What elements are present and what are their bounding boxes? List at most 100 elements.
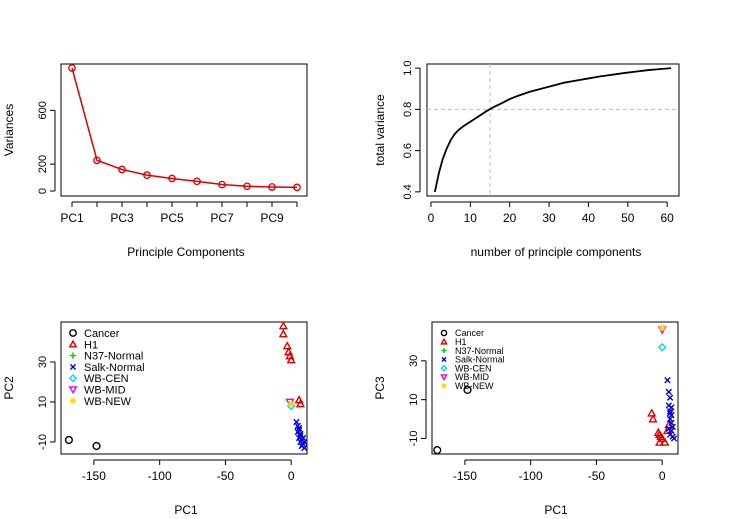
scree-point (193, 177, 201, 186)
point-h1 (286, 355, 296, 364)
point-salk-normal (666, 408, 674, 415)
legend-label: Cancer (455, 328, 484, 338)
y-tick-label: 0 (37, 188, 49, 194)
legend-marker (68, 374, 78, 383)
point-h1 (660, 437, 670, 446)
y-tick-label: -10 (37, 434, 49, 450)
y-tick-label: 0.4 (402, 184, 414, 199)
x-tick-label: 0 (288, 469, 295, 483)
point-salk-normal (666, 415, 674, 423)
point-h1 (648, 414, 658, 423)
y-axis-label: total variance (373, 94, 387, 166)
x-tick-label: 60 (661, 211, 675, 225)
legend: CancerH1N37-NormalSalk-NormalWB-CENWB-MI… (68, 328, 145, 408)
x-tick-label: 0 (428, 211, 435, 225)
legend-marker (441, 356, 447, 362)
point-cancer (433, 446, 442, 455)
x-axis-ticks: -150 -100 -50 0 (82, 459, 295, 483)
pc1-pc2-scatter-panel: CancerH1N37-NormalSalk-NormalWB-CENWB-MI… (2, 321, 308, 517)
scree-point (168, 174, 176, 183)
y-tick-label: 1.0 (402, 60, 414, 75)
legend-marker (69, 329, 77, 337)
y-tick-label: 10 (408, 394, 420, 406)
x-axis-label: PC1 (174, 503, 198, 517)
legend-label: N37-Normal (455, 346, 504, 356)
x-tick-label: 40 (582, 211, 596, 225)
legend-marker (441, 348, 447, 354)
y-tick-label: 30 (37, 356, 49, 368)
legend-marker (440, 337, 448, 345)
point-cancer (463, 385, 472, 395)
x-tick-label: PC5 (160, 211, 184, 225)
legend-marker (440, 364, 448, 372)
y-axis-label: PC3 (373, 376, 387, 400)
legend-label: WB-MID (455, 372, 489, 382)
point-h1 (295, 399, 306, 408)
x-axis-ticks: PC1 PC3 PC5 PC7 PC9 (60, 201, 298, 225)
x-tick-label: 50 (621, 211, 635, 225)
point-salk-normal (666, 410, 674, 417)
point-wb-cen (657, 342, 667, 352)
legend: CancerH1N37-NormalSalk-NormalWB-CENWB-MI… (440, 328, 505, 391)
cumulative-variance-line (433, 67, 672, 193)
scree-point (118, 165, 126, 174)
legend-label: Salk-Normal (455, 355, 505, 365)
legend-marker (440, 329, 448, 337)
point-salk-normal (669, 423, 676, 431)
point-salk-normal (670, 435, 678, 442)
plot-frame (426, 63, 680, 197)
x-tick-label: 20 (503, 211, 517, 225)
legend-label: WB-NEW (455, 381, 494, 391)
legend-label: WB-CEN (455, 363, 492, 373)
point-h1 (654, 437, 665, 446)
scree-point (68, 64, 76, 72)
x-axis-ticks: 0 10 20 30 40 50 60 (428, 201, 675, 225)
point-h1 (657, 433, 667, 442)
x-tick-label: 30 (542, 211, 556, 225)
y-axis-label: PC2 (2, 376, 16, 400)
x-axis-ticks: -150 -100 -50 0 (453, 459, 666, 483)
scree-line (71, 67, 298, 189)
scree-point (243, 182, 251, 191)
legend-label: Salk-Normal (84, 362, 145, 374)
x-tick-label: -50 (588, 469, 606, 483)
y-tick-label: 0.8 (402, 102, 414, 117)
x-tick-label: PC9 (260, 211, 284, 225)
point-h1 (282, 341, 292, 350)
x-tick-label: -50 (217, 469, 235, 483)
y-tick-label: 30 (408, 355, 420, 367)
pc1-pc3-scatter-panel: CancerH1N37-NormalSalk-NormalWB-CENWB-MI… (373, 321, 679, 517)
y-axis-ticks: 0 200 600 (37, 101, 56, 194)
legend-marker (441, 383, 447, 389)
point-salk-normal (664, 377, 671, 384)
point-h1 (278, 321, 288, 330)
cumulative-marks (433, 67, 672, 193)
reference-lines (427, 64, 679, 196)
legend-marker (69, 397, 77, 404)
legend-label: Cancer (84, 328, 120, 340)
x-tick-label: -100 (148, 469, 172, 483)
point-h1 (278, 329, 288, 338)
point-h1 (662, 425, 673, 435)
x-tick-label: -150 (82, 469, 106, 483)
point-salk-normal (665, 388, 673, 396)
x-tick-label: -100 (519, 469, 543, 483)
legend-label: WB-NEW (84, 396, 132, 408)
scree-point (93, 156, 101, 165)
y-axis-ticks: -10 10 30 (37, 356, 56, 450)
legend-marker (69, 363, 77, 370)
point-salk-normal (665, 425, 673, 432)
point-salk-normal (301, 438, 308, 446)
legend-marker (68, 386, 78, 395)
legend-marker (68, 339, 78, 348)
point-salk-normal (666, 394, 674, 401)
point-salk-normal (668, 419, 675, 427)
scree-point (218, 180, 226, 189)
y-axis-label: Variances (2, 104, 16, 156)
y-axis-ticks: 0.4 0.6 0.8 1.0 (402, 60, 421, 200)
point-h1 (647, 408, 657, 417)
point-salk-normal (668, 404, 675, 411)
y-axis-ticks: -10 10 30 (408, 355, 427, 446)
legend-label: N37-Normal (84, 351, 143, 363)
